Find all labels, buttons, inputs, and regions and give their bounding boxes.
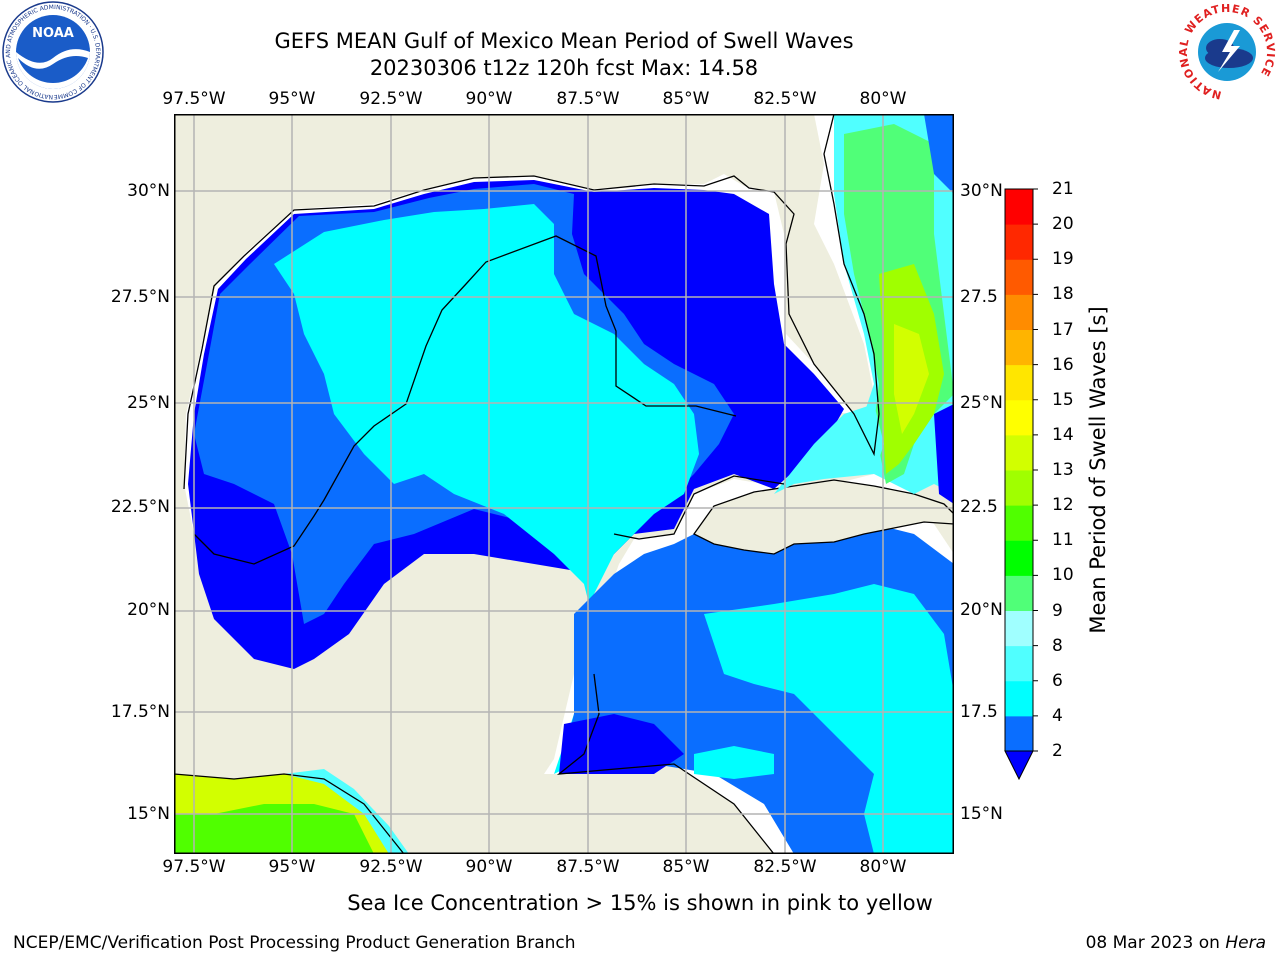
colorbar-label: 13 [1052,460,1074,480]
colorbar-label: 15 [1052,389,1074,410]
y-tick-left: 15°N [127,804,170,824]
x-tick-bottom: 90°W [465,857,513,877]
y-tick-right: 27.5 [960,287,998,307]
colorbar-swatch [1005,575,1033,611]
cuba-land [693,479,954,555]
sea-ice-note: Sea Ice Concentration > 15% is shown in … [347,891,933,915]
colorbar-label: 14 [1052,424,1074,445]
colorbar-extend-triangle [1004,750,1034,781]
noaa-logo-text: NOAA [32,26,74,41]
colorbar-swatch [1005,434,1033,471]
chart-title: GEFS MEAN Gulf of Mexico Mean Period of … [274,29,854,53]
map-border [174,114,954,854]
y-tick-left: 27.5°N [110,287,170,307]
x-tick-top: 82.5°W [753,89,817,109]
colorbar-label: 2 [1052,741,1063,761]
caribbean-band-2 [559,714,684,774]
x-tick-bottom: 82.5°W [753,857,817,877]
colorbar-label: 9 [1052,600,1063,621]
y-tick-left: 30°N [127,181,170,201]
colorbar-label: 8 [1052,635,1063,656]
colorbar-swatch [1005,399,1033,436]
colorbar-swatch [1005,259,1033,295]
colorbar-label: 10 [1052,565,1074,586]
colorbar-swatch [1005,610,1033,647]
x-tick-top: 87.5°W [556,89,620,109]
colorbar-swatch [1005,540,1033,576]
x-tick-bottom: 87.5°W [556,857,620,877]
footer-credit: NCEP/EMC/Verification Post Processing Pr… [13,933,576,953]
x-tick-bottom: 97.5°W [162,857,226,877]
y-tick-left: 17.5°N [110,702,170,722]
y-tick-right: 17.5 [960,702,998,722]
colorbar-swatch [1005,294,1033,330]
florida-straits-band-8 [774,404,884,494]
coastlines [174,114,880,854]
atlantic-band-13 [894,324,929,434]
colorbar-label: 21 [1052,179,1074,199]
colorbar-swatch [1005,715,1033,752]
y-tick-left: 25°N [127,393,170,413]
x-tick-bottom: 95°W [268,857,316,877]
y-tick-right: 30°N [960,181,1003,201]
colorbar-swatch [1005,189,1033,225]
pacific-band-8 [284,769,409,854]
atlantic-band-2 [934,404,954,504]
colorbar-swatch [1005,329,1033,366]
atlantic-band-4 [924,114,954,194]
colorbar-swatch [1005,224,1033,260]
y-tick-right: 22.5 [960,497,998,517]
colorbar-swatch [1005,470,1033,506]
y-tick-right: 20°N [960,600,1003,620]
map-panel [174,114,954,854]
caribbean-band-6-small [694,746,774,779]
y-tick-right: 15°N [960,804,1003,824]
noaa-logo: NATIONAL OCEANIC AND ATMOSPHERIC ADMINIS… [0,0,104,103]
colorbar-label: 6 [1052,670,1063,691]
nws-logo: NATIONAL WEATHER SERVICE [1177,2,1276,102]
colorbar-label: 20 [1052,214,1074,235]
y-tick-right: 25°N [960,393,1003,413]
x-tick-top: 90°W [465,89,513,109]
gridlines [174,114,954,854]
colorbar-label: 16 [1052,354,1074,375]
x-tick-top: 97.5°W [162,89,226,109]
colorbar-label: 11 [1052,530,1074,551]
colorbar-swatch [1005,645,1033,682]
caribbean-band-6 [704,584,954,854]
colorbar-label: 12 [1052,495,1074,516]
x-tick-top: 80°W [859,89,907,109]
colorbar [1004,188,1038,781]
pacific-band-11 [174,804,374,854]
x-tick-top: 95°W [268,89,316,109]
colorbar-swatch [1005,505,1033,541]
chart-subtitle: 20230306 t12z 120h fcst Max: 14.58 [369,56,759,80]
colorbar-label: 19 [1052,249,1074,270]
x-tick-top: 85°W [662,89,710,109]
colorbar-swatch [1005,680,1033,717]
x-tick-bottom: 80°W [859,857,907,877]
x-tick-top: 92.5°W [359,89,423,109]
x-tick-bottom: 85°W [662,857,710,877]
colorbar-label: 18 [1052,284,1074,305]
footer-host: Hera [1225,933,1266,953]
gulf-of-mexico-map [174,114,954,854]
colorbar-label: 4 [1052,705,1063,726]
footer-date: 08 Mar 2023 on Hera [1086,933,1266,953]
x-tick-bottom: 92.5°W [359,857,423,877]
y-tick-left: 22.5°N [110,497,170,517]
y-tick-left: 20°N [127,600,170,620]
colorbar-swatch [1005,364,1033,401]
colorbar-label: 17 [1052,319,1074,340]
footer-date-text: 08 Mar 2023 on [1085,933,1226,953]
